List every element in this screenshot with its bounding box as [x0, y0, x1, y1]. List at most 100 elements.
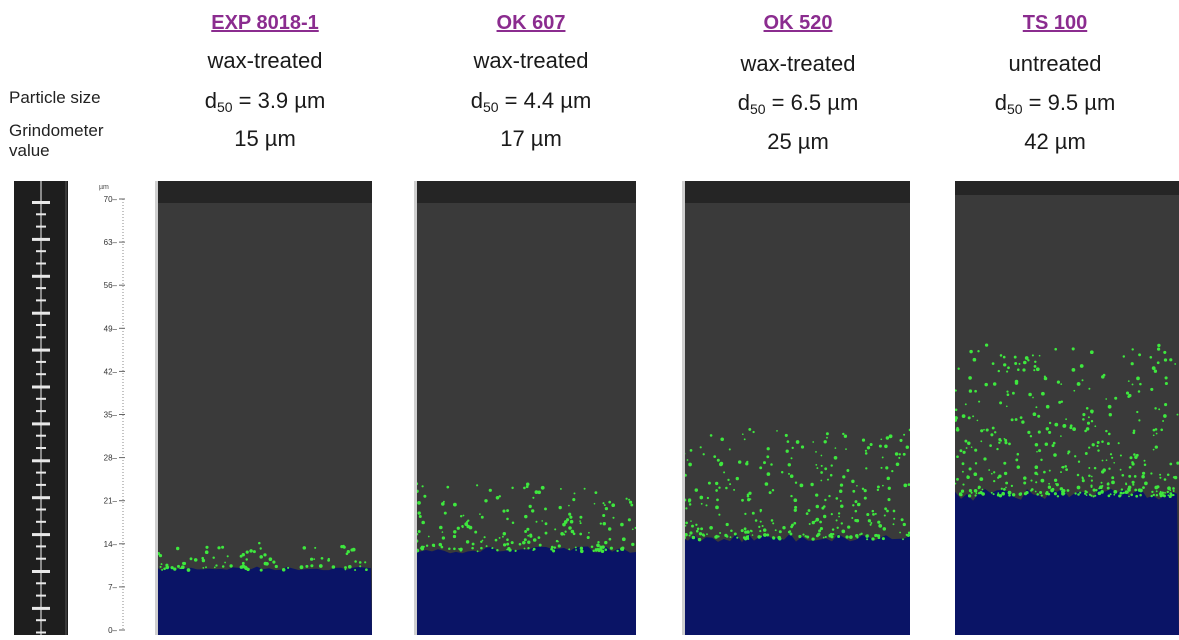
scale-tick-label: 14–: [104, 540, 118, 549]
particle-dot: [699, 495, 704, 500]
ruler-mark: [36, 471, 46, 474]
particle-dot: [702, 534, 706, 537]
particle-dot: [1169, 492, 1173, 496]
particle-dot: [347, 564, 352, 569]
particle-dot: [1051, 444, 1055, 448]
particle-dot: [302, 546, 307, 550]
particle-dot: [1008, 493, 1011, 497]
particle-dot: [479, 513, 481, 515]
particle-dot: [855, 534, 859, 538]
particle-dot: [820, 464, 823, 467]
particle-dot: [1071, 368, 1076, 372]
particle-dot: [1093, 466, 1097, 470]
particle-dot: [892, 509, 896, 513]
particle-dot: [825, 432, 829, 436]
particle-dot: [609, 546, 613, 550]
sample-title-link[interactable]: OK 607: [496, 12, 566, 34]
particle-dot: [1127, 488, 1131, 492]
particle-dot: [1108, 467, 1111, 470]
particle-dot: [996, 447, 999, 451]
particle-dot: [1032, 396, 1034, 399]
particle-dot: [1076, 382, 1081, 386]
particle-dot: [532, 549, 534, 551]
particle-dot: [446, 485, 450, 489]
particle-dot: [354, 568, 357, 572]
particle-dot: [902, 452, 906, 456]
particle-dot: [1060, 471, 1062, 474]
particle-dot: [885, 466, 889, 470]
particle-dot: [882, 527, 887, 531]
particle-dot: [991, 426, 995, 430]
particle-dot: [1151, 490, 1154, 494]
particle-dot: [522, 541, 526, 545]
particle-dot: [1043, 470, 1046, 474]
particle-dot: [1023, 481, 1027, 485]
particle-dot: [725, 486, 728, 490]
particle-dot: [1060, 400, 1064, 403]
particle-dot: [358, 561, 362, 564]
particle-dot: [968, 389, 973, 393]
particle-dot: [689, 531, 693, 535]
particle-dot: [1139, 382, 1142, 386]
particle-dot: [866, 446, 871, 450]
particle-dot: [1079, 491, 1082, 494]
particle-dot: [1159, 490, 1162, 493]
particle-dot: [955, 389, 957, 392]
particle-dot: [1097, 449, 1100, 452]
particle-dot: [871, 509, 875, 513]
particle-dot: [1086, 421, 1091, 425]
particle-dot: [852, 489, 856, 493]
sample-panel-4: [955, 181, 1179, 635]
particle-dot: [787, 463, 792, 467]
particle-dot: [807, 509, 811, 512]
ruler-mark: [32, 496, 50, 500]
particle-dot: [550, 547, 553, 551]
particle-dot: [1157, 343, 1161, 348]
particle-dot: [272, 560, 276, 564]
particle-dot: [310, 564, 314, 568]
particle-dot: [832, 533, 835, 536]
particle-dot: [506, 509, 510, 513]
particle-dot: [359, 565, 362, 568]
particle-dot: [1033, 369, 1036, 372]
particle-dot: [459, 547, 463, 551]
ruler-mark: [36, 619, 46, 622]
particle-dot: [961, 414, 966, 418]
sample-column-4: TS 100 untreated d50 = 9.5 µm 42 µm: [935, 0, 1175, 170]
panel-edge: [414, 181, 417, 635]
particle-dot: [1064, 465, 1068, 468]
particle-dot: [729, 483, 732, 486]
particle-dot: [902, 522, 906, 527]
particle-dot: [239, 565, 244, 569]
particle-dot: [1081, 477, 1084, 480]
particle-dot: [1097, 491, 1102, 496]
particle-dot: [824, 498, 827, 502]
particle-dot: [604, 540, 608, 545]
particle-dot: [1143, 463, 1147, 467]
particle-dot: [1153, 369, 1158, 373]
particle-dot: [354, 560, 357, 563]
sample-title-link[interactable]: OK 520: [763, 12, 833, 34]
sample-title-link[interactable]: TS 100: [1022, 12, 1088, 34]
particle-dot: [795, 440, 800, 444]
particle-dot: [1138, 353, 1142, 357]
scale-tick-label: 7–: [108, 583, 117, 592]
particle-dot: [1036, 450, 1038, 453]
particle-dot: [878, 444, 882, 448]
particle-dot: [448, 547, 451, 550]
particle-dot: [474, 530, 478, 534]
sample-title-link[interactable]: EXP 8018-1: [211, 12, 319, 34]
particle-dot: [1045, 427, 1050, 431]
particle-dot: [1105, 429, 1108, 433]
particle-dot: [1032, 412, 1037, 417]
particle-dot: [1164, 491, 1166, 494]
particle-dot: [961, 470, 964, 473]
particle-dot: [1100, 470, 1105, 474]
particle-dot: [510, 541, 514, 545]
particle-dot: [766, 447, 770, 451]
particle-dot: [1160, 428, 1164, 432]
particle-dot: [824, 535, 827, 539]
particle-dot: [498, 536, 501, 539]
particle-dot: [554, 528, 557, 531]
particle-dot: [628, 498, 631, 501]
